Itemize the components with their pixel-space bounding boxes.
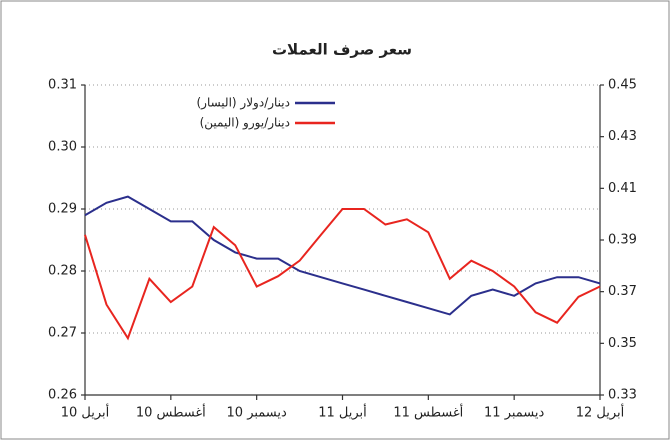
y2-tick-label: 0.43 <box>608 129 637 144</box>
y-tick-label: 0.28 <box>48 264 77 279</box>
y2-tick-label: 0.39 <box>608 233 637 248</box>
x-tick-label: أبريل 10 <box>61 404 110 421</box>
x-tick-label: ديسمبر 10 <box>227 406 288 421</box>
x-tick-label: أغسطس 11 <box>393 404 463 421</box>
legend-label: دينار/دولار (اليسار) <box>196 96 290 111</box>
y-tick-label: 0.26 <box>48 388 77 403</box>
y2-tick-label: 0.41 <box>608 181 637 196</box>
y-tick-label: 0.29 <box>48 202 77 217</box>
y-tick-label: 0.31 <box>48 78 77 93</box>
legend-label: دينار/يورو (اليمين) <box>200 116 290 131</box>
y-tick-label: 0.27 <box>48 326 77 341</box>
x-tick-label: ديسمبر 11 <box>484 406 545 421</box>
line-series <box>84 208 601 341</box>
x-tick-label: أبريل 11 <box>318 404 367 421</box>
y-tick-label: 0.30 <box>48 140 77 155</box>
x-tick-label: أبريل 12 <box>576 404 625 421</box>
y2-tick-label: 0.35 <box>608 336 637 351</box>
x-tick-label: أغسطس 10 <box>136 404 206 421</box>
y2-tick-label: 0.37 <box>608 284 637 299</box>
y2-tick-label: 0.45 <box>608 78 637 93</box>
y2-tick-label: 0.33 <box>608 388 637 403</box>
line-series <box>84 195 601 316</box>
chart-title: سعر صرف العملات <box>272 41 412 59</box>
